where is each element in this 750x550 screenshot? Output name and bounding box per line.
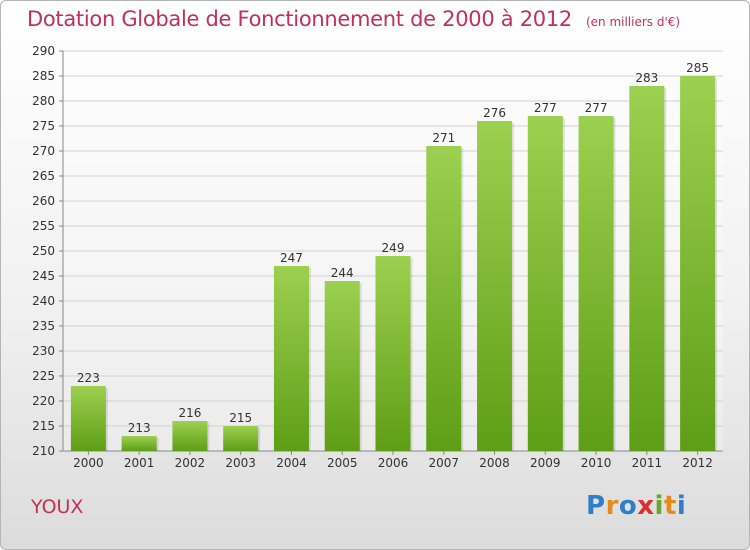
y-tick-label: 255 [32,219,55,233]
x-tick-label: 2012 [682,456,713,470]
bar [680,76,716,451]
data-label: 244 [331,266,354,280]
bar [172,421,208,451]
x-tick-label: 2003 [225,456,256,470]
data-label: 216 [178,406,201,420]
data-label: 215 [229,411,252,425]
y-tick-label: 215 [32,419,55,433]
y-tick-label: 285 [32,69,55,83]
bar [121,436,157,451]
y-tick-label: 280 [32,94,55,108]
bar [273,266,309,451]
data-label: 249 [382,241,405,255]
x-tick-label: 2002 [175,456,206,470]
bar [223,426,259,451]
y-tick-label: 245 [32,269,55,283]
logo-letter: r [605,491,619,521]
bar [375,256,411,451]
data-label: 277 [534,101,557,115]
y-tick-label: 235 [32,319,55,333]
x-tick-label: 2005 [327,456,358,470]
logo-letter: o [618,491,638,521]
bar [477,121,513,451]
data-label: 223 [77,371,100,385]
logo-letter: i [676,491,687,521]
y-tick-label: 275 [32,119,55,133]
data-label: 285 [686,61,709,75]
chart-title: Dotation Globale de Fonctionnement de 20… [27,7,680,31]
logo-letter: x [637,491,655,521]
y-tick-label: 250 [32,244,55,258]
data-label: 276 [483,106,506,120]
bar [70,386,106,451]
y-tick-label: 230 [32,344,55,358]
x-tick-label: 2006 [378,456,409,470]
data-label: 277 [585,101,608,115]
commune-name: YOUX [31,496,84,518]
data-label: 283 [635,71,658,85]
x-tick-label: 2008 [479,456,510,470]
y-tick-label: 265 [32,169,55,183]
y-tick-label: 240 [32,294,55,308]
bar [324,281,360,451]
x-tick-label: 2001 [124,456,155,470]
y-tick-label: 210 [32,444,55,458]
data-label: 271 [432,131,455,145]
proxiti-logo: Proxiti [586,491,686,521]
x-tick-label: 2009 [530,456,561,470]
chart-title-text: Dotation Globale de Fonctionnement de 20… [27,7,572,31]
y-tick-label: 260 [32,194,55,208]
logo-letter: t [663,491,677,521]
y-tick-label: 225 [32,369,55,383]
data-label: 247 [280,251,303,265]
bar [629,86,665,451]
x-tick-label: 2004 [276,456,307,470]
chart-unit: (en milliers d'€) [585,15,681,29]
x-tick-label: 2010 [581,456,612,470]
y-tick-label: 220 [32,394,55,408]
x-tick-label: 2007 [428,456,459,470]
y-tick-label: 270 [32,144,55,158]
x-tick-label: 2000 [73,456,104,470]
y-tick-label: 290 [32,44,55,58]
bar [527,116,563,451]
x-tick-label: 2011 [632,456,663,470]
bar [578,116,614,451]
data-label: 213 [128,421,151,435]
logo-letter: P [586,491,606,521]
bar [426,146,462,451]
logo-letter: i [654,491,664,521]
